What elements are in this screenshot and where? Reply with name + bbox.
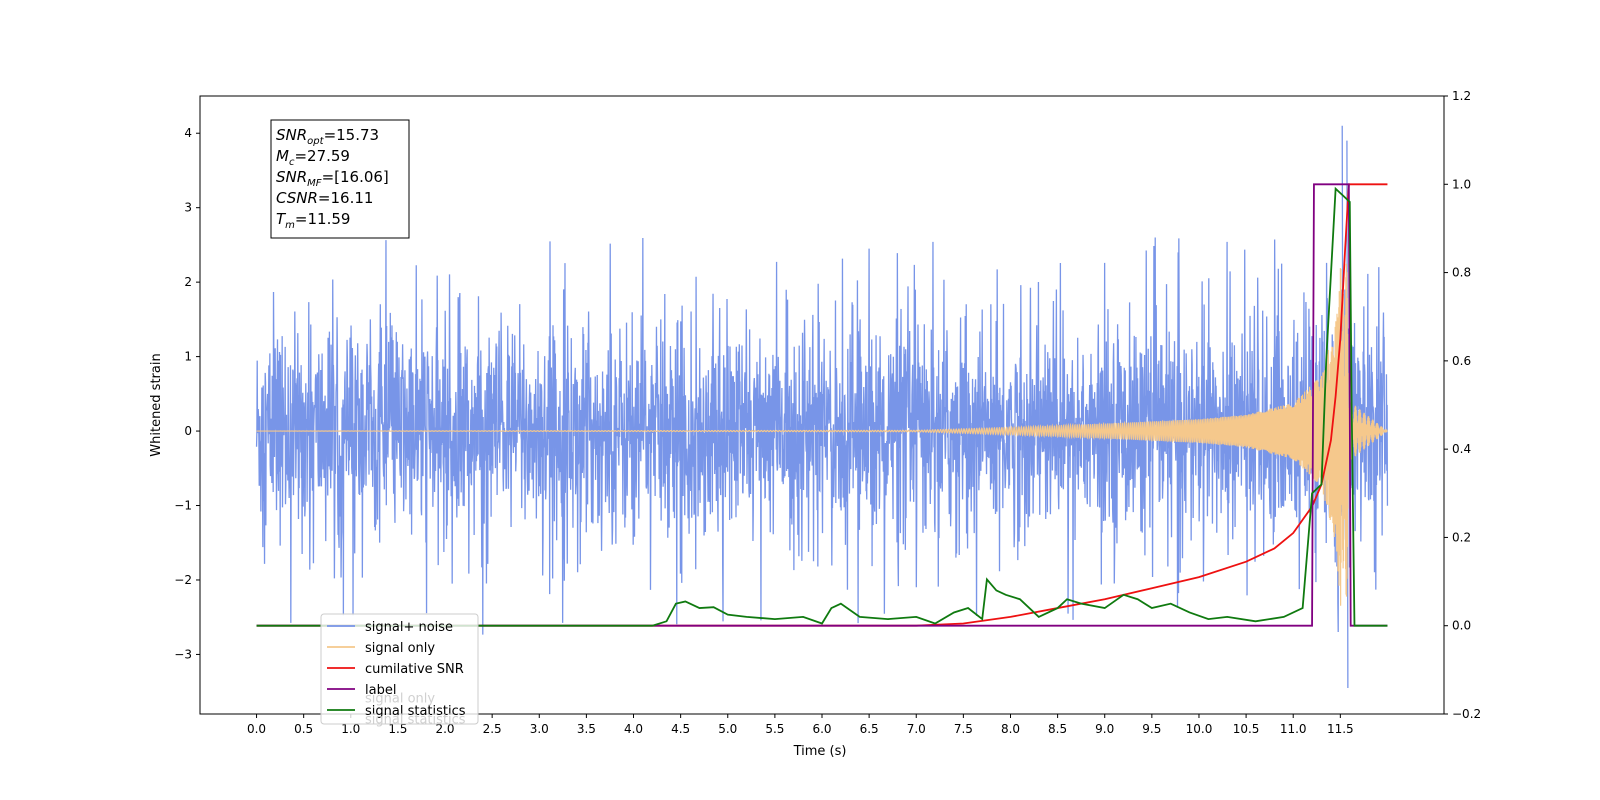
legend-label-signal-statistics: signal statistics	[365, 704, 466, 719]
y2-tick-label: 0.6	[1452, 354, 1471, 368]
y-tick-label: 0	[184, 424, 192, 438]
y2-tick-label: 1.0	[1452, 177, 1471, 191]
x-tick-label: 7.5	[954, 722, 973, 736]
x-tick-label: 2.0	[435, 722, 454, 736]
y-tick-label: 2	[184, 275, 192, 289]
x-tick-label: 5.5	[765, 722, 784, 736]
legend-label-signal-noise: signal+ noise	[365, 620, 453, 635]
x-tick-label: 4.0	[624, 722, 643, 736]
x-tick-label: 10.5	[1233, 722, 1260, 736]
legend: signal+ noise signal only cumilative SNR la…	[320, 613, 479, 727]
legend-ghost-label: signal only	[365, 691, 435, 706]
annotation-line: CSNR=16.11	[276, 189, 373, 207]
x-tick-label: 3.5	[577, 722, 596, 736]
x-tick-label: 8.0	[1001, 722, 1020, 736]
x-tick-label: 4.5	[671, 722, 690, 736]
y-tick-label: 3	[184, 201, 192, 215]
x-tick-label: 9.5	[1142, 722, 1161, 736]
y2-tick-label: −0.2	[1452, 707, 1481, 721]
x-tick-label: 7.0	[907, 722, 926, 736]
legend-frame	[320, 613, 479, 725]
x-tick-label: 3.0	[530, 722, 549, 736]
x-tick-label: 1.5	[388, 722, 407, 736]
annotation-line: SNRopt=15.73	[276, 126, 379, 147]
annotation-frame	[270, 119, 410, 239]
x-tick-label: 2.5	[483, 722, 502, 736]
y-tick-label: −2	[174, 573, 192, 587]
legend-label-cumilative-snr: cumilative SNR	[365, 662, 464, 677]
annotation-box: SNRopt=15.73Mc=27.59SNRMF=[16.06]CSNR=16…	[270, 119, 410, 239]
axes-layer: 0.0 0.5 1.0 1.5 2.0 2.5 3.0 3.5 4.0 4.5 5.0 5.5 6.0 6…	[174, 89, 1481, 736]
x-tick-label: 0.0	[247, 722, 266, 736]
x-tick-label: 0.5	[294, 722, 313, 736]
y-tick-label: 4	[184, 126, 192, 140]
y2-tick-label: 0.4	[1452, 442, 1471, 456]
x-tick-label: 11.0	[1280, 722, 1307, 736]
legend-ghost-label: signal statistics	[365, 712, 466, 727]
annotation-line: SNRMF=[16.06]	[276, 168, 389, 189]
series-layer	[255, 125, 1389, 688]
y-tick-label: −1	[174, 499, 192, 513]
x-tick-label: 5.0	[718, 722, 737, 736]
annotation-line: Tm=11.59	[276, 210, 350, 231]
y-tick-label: −3	[174, 647, 192, 661]
legend-label-signal-only: signal only	[365, 641, 435, 656]
y2-tick-label: 1.2	[1452, 89, 1471, 103]
x-tick-label: 6.0	[812, 722, 831, 736]
y2-tick-label: 0.8	[1452, 266, 1471, 280]
series-line-signal-only	[256, 263, 1388, 606]
x-tick-label: 1.0	[341, 722, 360, 736]
legend-label-label: label	[365, 683, 396, 698]
series-line-signal-statistics	[256, 186, 1388, 627]
x-tick-label: 10.0	[1186, 722, 1213, 736]
x-tick-label: 9.0	[1095, 722, 1114, 736]
x-tick-label: 8.5	[1048, 722, 1067, 736]
y-tick-label: 1	[184, 350, 192, 364]
y2-tick-label: 0.2	[1452, 530, 1471, 544]
y-axis-label: Whitened strain	[149, 353, 164, 456]
x-tick-label: 6.5	[860, 722, 879, 736]
y2-tick-label: 0.0	[1452, 619, 1471, 633]
annotation-line: Mc=27.59	[276, 147, 350, 168]
x-axis-label: Time (s)	[793, 744, 847, 759]
series-line-cumilative-snr	[256, 183, 1388, 627]
x-tick-label: 11.5	[1327, 722, 1354, 736]
